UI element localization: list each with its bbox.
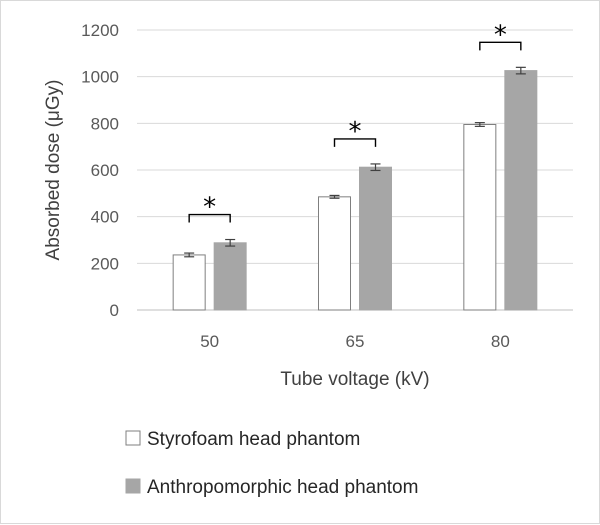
bar-anthropomorphic-50 bbox=[213, 242, 247, 311]
x-tick-labels: 50 65 80 bbox=[200, 332, 510, 351]
error-bar bbox=[184, 252, 195, 258]
bar-styrofoam-80 bbox=[463, 124, 497, 311]
gridlines bbox=[137, 29, 573, 311]
x-tick-label: 65 bbox=[346, 332, 365, 351]
x-tick-label: 80 bbox=[491, 332, 510, 351]
bars bbox=[172, 70, 538, 311]
legend-swatch bbox=[125, 430, 141, 446]
error-bar bbox=[225, 238, 236, 247]
error-bar bbox=[474, 122, 485, 127]
bar-anthropomorphic-80 bbox=[504, 70, 538, 311]
error-bars bbox=[184, 66, 526, 258]
legend-item-anthropomorphic: Anthropomorphic head phantom bbox=[125, 477, 418, 498]
x-tick-label: 50 bbox=[200, 332, 219, 351]
bar-styrofoam-65 bbox=[318, 196, 351, 311]
x-axis-title: Tube voltage (kV) bbox=[280, 369, 429, 390]
significance-bracket: * bbox=[479, 20, 522, 50]
y-axis-title: Absorbed dose (μGy) bbox=[43, 80, 64, 261]
significance-star: * bbox=[494, 20, 507, 50]
bar-styrofoam-50 bbox=[172, 254, 206, 311]
error-bar bbox=[370, 163, 381, 172]
legend: Styrofoam head phantom Anthropomorphic he… bbox=[125, 429, 418, 498]
y-tick-label: 1200 bbox=[81, 21, 119, 40]
y-tick-labels: 0 200 400 600 800 1000 1200 bbox=[81, 21, 119, 320]
significance-star: * bbox=[203, 193, 216, 223]
significance-bracket: * bbox=[188, 193, 231, 223]
legend-item-styrofoam: Styrofoam head phantom bbox=[125, 429, 360, 450]
significance-star: * bbox=[349, 117, 362, 147]
y-tick-label: 800 bbox=[91, 114, 119, 133]
bar-anthropomorphic-65 bbox=[359, 166, 392, 311]
y-tick-label: 1000 bbox=[81, 68, 119, 87]
significance-bracket: * bbox=[333, 117, 377, 147]
significance-markers: * * * bbox=[188, 20, 522, 223]
legend-swatch bbox=[125, 478, 141, 494]
error-bar bbox=[515, 66, 526, 75]
y-tick-label: 200 bbox=[91, 254, 119, 273]
legend-label: Styrofoam head phantom bbox=[147, 429, 360, 450]
error-bar bbox=[329, 194, 340, 199]
y-tick-label: 400 bbox=[91, 208, 119, 227]
y-tick-label: 600 bbox=[91, 161, 119, 180]
y-tick-label: 0 bbox=[110, 301, 119, 320]
legend-label: Anthropomorphic head phantom bbox=[147, 477, 418, 498]
